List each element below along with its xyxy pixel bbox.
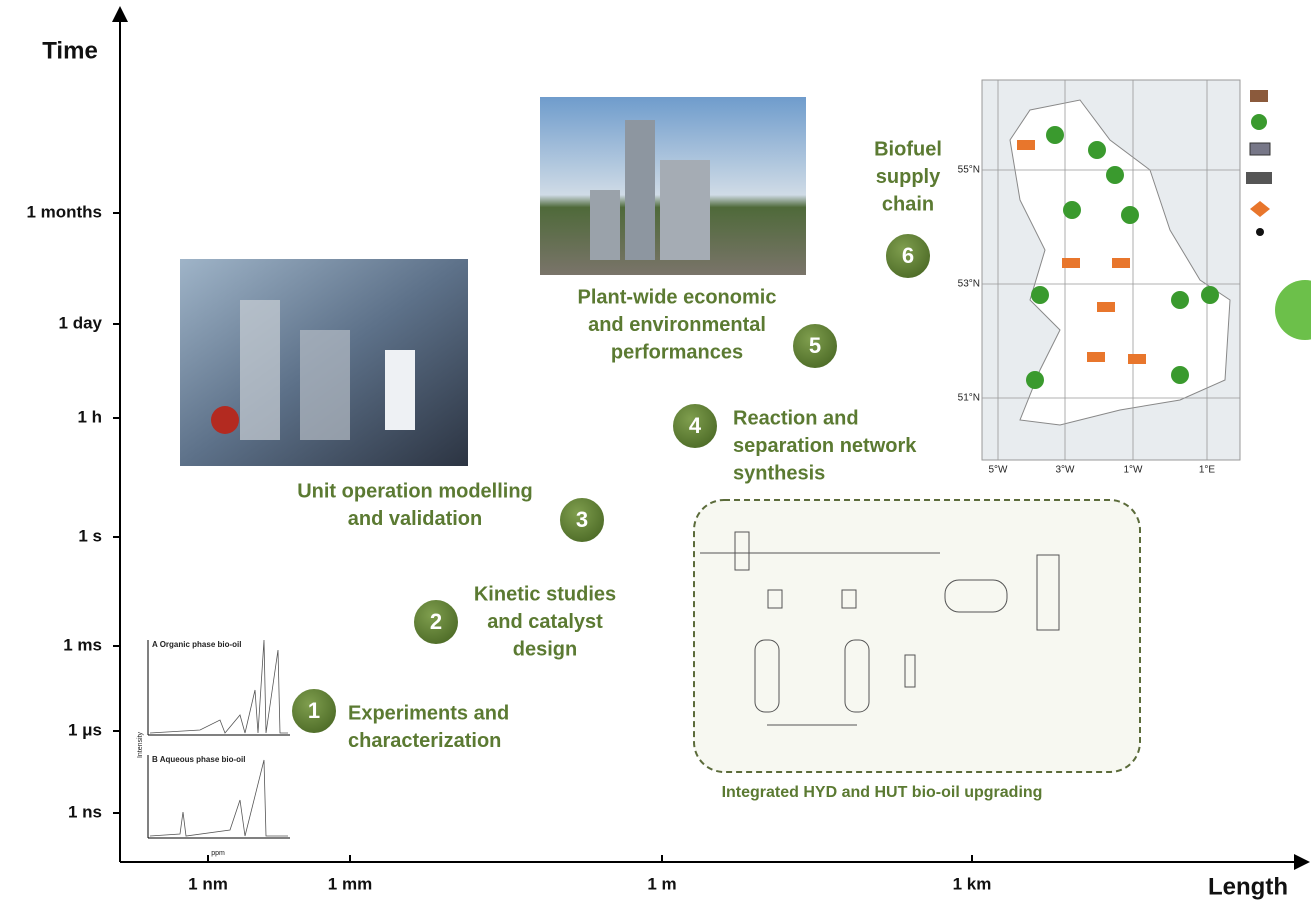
step-badge <box>558 496 606 544</box>
y-axis-title: Time <box>42 37 98 64</box>
step-label: chain <box>882 193 934 215</box>
step-number: 6 <box>902 243 914 268</box>
nmr-spectrum <box>147 639 290 839</box>
spectrum-title: B Aqueous phase bio-oil <box>152 755 245 764</box>
y-tick-label: 1 ns <box>68 802 102 821</box>
x-tick-label: 1 nm <box>188 874 228 893</box>
step-number: 5 <box>809 333 821 358</box>
step-badge <box>791 322 839 370</box>
step-badge <box>671 402 719 450</box>
process-flowsheet <box>693 499 1141 773</box>
step-label: Unit operation modelling <box>297 480 533 502</box>
step-label: supply <box>876 166 941 188</box>
x-tick-label: 1 m <box>647 874 676 893</box>
step-badge <box>884 232 932 280</box>
step-label: performances <box>611 341 743 363</box>
flowsheet-caption: Integrated HYD and HUT bio-oil upgrading <box>722 784 1043 801</box>
supply-chain-map <box>981 79 1311 461</box>
longitude-label: 1°E <box>1199 465 1216 476</box>
y-tick-label: 1 μs <box>68 720 102 739</box>
step-label: Biofuel <box>874 138 942 160</box>
step-number: 1 <box>308 698 320 723</box>
longitude-label: 1°W <box>1124 465 1144 476</box>
y-tick-label: 1 s <box>78 526 102 545</box>
x-axis-title: Length <box>1208 873 1288 900</box>
step-badge <box>412 598 460 646</box>
step-label: synthesis <box>733 462 825 484</box>
step-label: and validation <box>348 508 482 530</box>
spectrum-title: A Organic phase bio-oil <box>152 640 242 649</box>
step-label: Reaction and <box>733 407 859 429</box>
step-label: Plant-wide economic <box>578 286 777 308</box>
lab-photo <box>180 259 468 466</box>
x-tick-label: 1 km <box>953 874 992 893</box>
y-tick-label: 1 h <box>77 407 102 426</box>
spectrum-y-label: Intensity <box>137 731 144 758</box>
latitude-label: 53°N <box>958 279 980 290</box>
plant-photo <box>540 97 806 275</box>
step-label: and catalyst <box>487 611 603 633</box>
x-tick-label: 1 mm <box>328 874 372 893</box>
step-number: 4 <box>689 413 702 438</box>
step-number: 2 <box>430 609 442 634</box>
step-label: characterization <box>348 730 501 752</box>
step-label: separation network <box>733 435 917 457</box>
longitude-label: 5°W <box>989 465 1009 476</box>
step-label: design <box>513 638 577 660</box>
step-label: Experiments and <box>348 702 509 724</box>
latitude-label: 55°N <box>958 165 980 176</box>
y-tick-label: 1 ms <box>63 635 102 654</box>
spectrum-x-label: ppm <box>211 850 225 857</box>
dynamic-layer: 1 months 1 day 1 h 1 s 1 ms 1 μs 1 ns 1 nm 1 mm 1… <box>26 138 1215 893</box>
step-label: Kinetic studies <box>474 583 616 605</box>
y-tick-label: 1 months <box>26 202 102 221</box>
step-number: 3 <box>576 507 588 532</box>
longitude-label: 3°W <box>1056 465 1076 476</box>
step-label: and environmental <box>588 314 766 336</box>
latitude-label: 51°N <box>958 393 980 404</box>
step-badge <box>290 687 338 735</box>
y-tick-label: 1 day <box>59 313 103 332</box>
